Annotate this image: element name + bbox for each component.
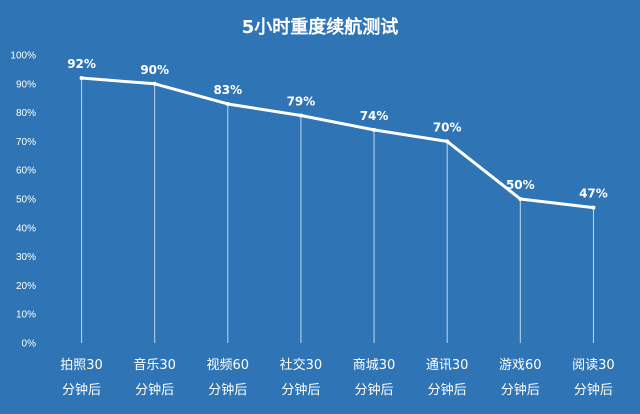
data-point <box>372 127 377 132</box>
x-tick-label: 阅读30 <box>572 358 615 373</box>
x-tick-label: 分钟后 <box>208 382 247 398</box>
x-tick-label: 游戏60 <box>499 358 542 373</box>
x-tick-label: 分钟后 <box>355 382 394 398</box>
y-tick-label: 30% <box>16 252 36 263</box>
data-label: 83% <box>213 83 242 97</box>
y-tick-label: 10% <box>16 310 36 321</box>
chart-title: 5小时重度续航测试 <box>242 16 399 38</box>
x-tick-label: 分钟后 <box>501 382 540 398</box>
x-axis: 拍照30 分钟后 音乐30 分钟后 视频60 分钟后 社交30 分钟后 商城30 分钟后 通讯30 分… <box>60 357 614 398</box>
data-label: 47% <box>579 187 608 201</box>
data-point <box>225 101 230 106</box>
data-point <box>79 76 84 81</box>
x-tick-label: 商城30 <box>353 358 396 373</box>
y-tick-label: 100% <box>10 51 36 62</box>
data-labels: 92% 90% 83% 79% 74% 70% 50% 47% <box>67 57 608 201</box>
data-point <box>591 205 596 210</box>
data-point <box>298 113 303 118</box>
data-point <box>445 139 450 144</box>
series <box>79 76 596 210</box>
x-tick-label: 通讯30 <box>426 358 469 373</box>
x-tick-label: 音乐30 <box>133 357 176 373</box>
y-axis: 0% 10% 20% 30% 40% 50% 60% 70% 80% 90% 100% <box>10 51 36 350</box>
y-tick-label: 0% <box>22 339 37 350</box>
y-tick-label: 50% <box>16 195 36 206</box>
x-tick-label: 拍照30 <box>60 358 103 373</box>
data-label: 50% <box>506 178 535 192</box>
x-tick-label: 视频60 <box>207 358 250 373</box>
x-tick-label: 分钟后 <box>62 382 101 398</box>
y-tick-label: 40% <box>16 223 36 234</box>
y-tick-label: 80% <box>16 108 36 119</box>
data-label: 70% <box>433 120 462 134</box>
y-tick-label: 60% <box>16 166 36 177</box>
drop-lines <box>81 78 594 343</box>
y-tick-label: 70% <box>16 137 36 148</box>
x-tick-label: 分钟后 <box>574 382 613 398</box>
y-tick-label: 20% <box>16 281 36 292</box>
x-tick-label: 分钟后 <box>135 382 174 398</box>
series-line <box>80 76 595 210</box>
data-label: 79% <box>287 94 316 108</box>
data-point <box>518 197 523 201</box>
data-label: 74% <box>360 109 389 123</box>
x-tick-label: 分钟后 <box>428 382 467 398</box>
data-label: 92% <box>67 57 96 71</box>
y-tick-label: 90% <box>16 79 36 90</box>
data-point <box>152 81 157 86</box>
x-tick-label: 社交30 <box>280 357 323 373</box>
x-tick-label: 分钟后 <box>281 382 320 398</box>
data-label: 90% <box>140 63 169 77</box>
